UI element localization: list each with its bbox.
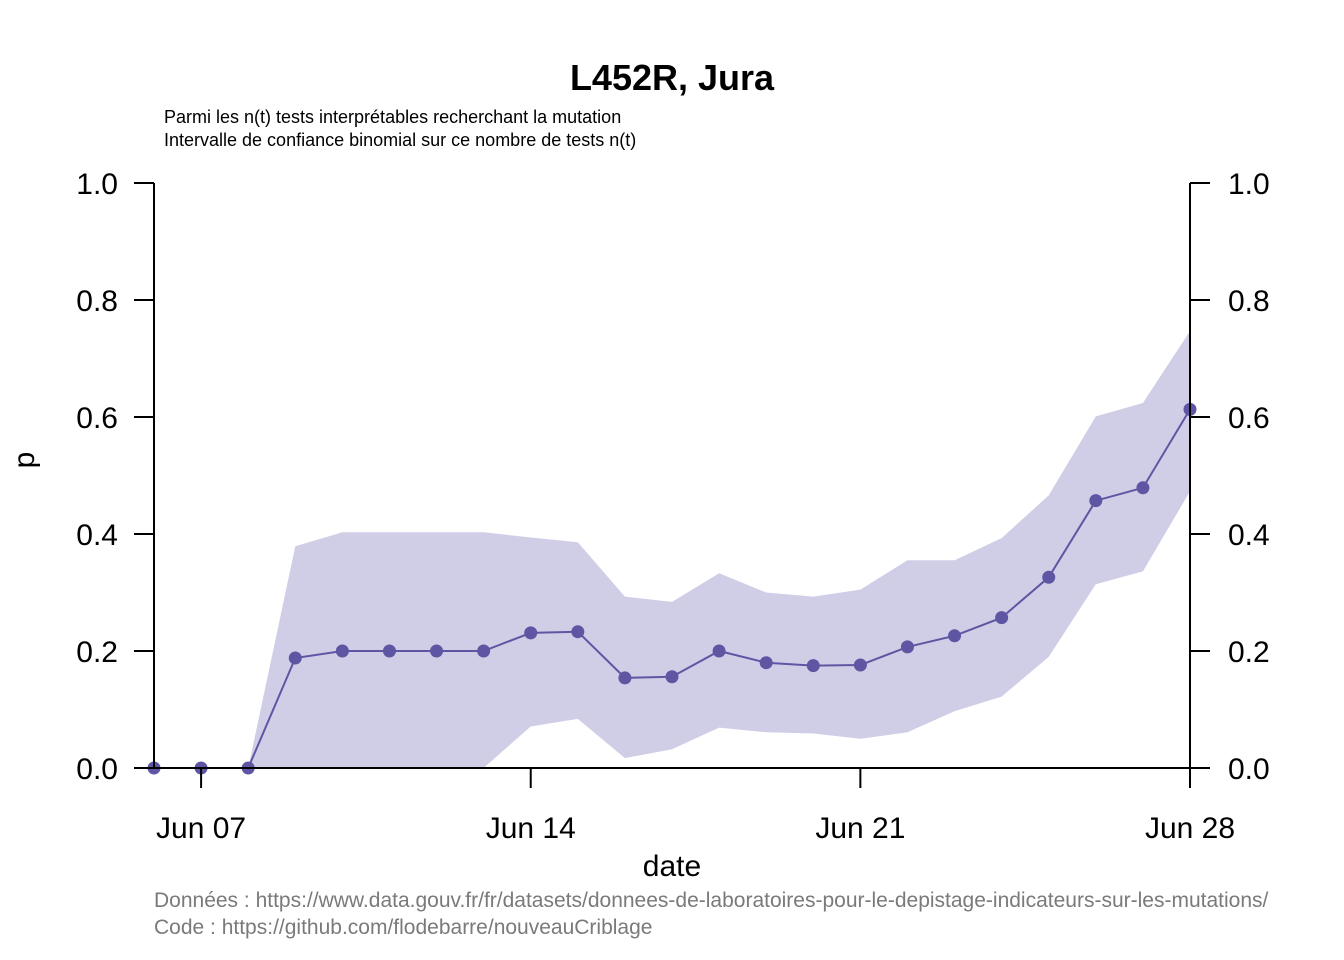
y-tick-label-left: 1.0	[76, 168, 118, 201]
x-axis-label: date	[643, 850, 701, 883]
chart-subtitle-line-2: Intervalle de confiance binomial sur ce …	[164, 130, 636, 150]
data-point	[665, 670, 679, 684]
y-axis-right-ticks: 0.0 0.2 0.4 0.6 0.8 1.0	[1190, 168, 1270, 786]
y-tick-label-right: 0.6	[1228, 402, 1270, 435]
code-source-caption: Code : https://github.com/flodebarre/nou…	[154, 916, 652, 939]
data-point	[806, 659, 820, 673]
y-tick-label-right: 0.8	[1228, 285, 1270, 318]
axes: 0.0 0.2 0.4 0.6 0.8 1.0 0.0 0.2 0.4 0.6 0.8 1.0 Ju…	[76, 168, 1269, 845]
x-tick-label: Jun 28	[1145, 812, 1235, 845]
data-point	[382, 644, 396, 658]
data-point	[995, 611, 1009, 625]
y-tick-label-right: 1.0	[1228, 168, 1270, 201]
x-tick-label: Jun 07	[156, 812, 246, 845]
y-axis-left-ticks: 0.0 0.2 0.4 0.6 0.8 1.0	[76, 168, 154, 786]
data-point	[571, 625, 585, 639]
data-point	[1042, 570, 1056, 584]
data-point	[853, 658, 867, 672]
y-tick-label-left: 0.6	[76, 402, 118, 435]
data-point	[335, 644, 349, 658]
data-point	[430, 644, 444, 658]
data-point	[477, 644, 491, 658]
data-point	[288, 651, 302, 665]
chart-subtitle-line-1: Parmi les n(t) tests interprétables rech…	[164, 107, 621, 127]
plot-area	[147, 331, 1197, 775]
data-source-caption: Données : https://www.data.gouv.fr/fr/da…	[154, 889, 1268, 912]
x-tick-label: Jun 14	[486, 812, 576, 845]
y-tick-label-right: 0.4	[1228, 519, 1270, 552]
data-point	[948, 629, 962, 643]
x-tick-label: Jun 21	[815, 812, 905, 845]
data-point	[1089, 494, 1103, 508]
x-axis-ticks: Jun 07 Jun 14 Jun 21 Jun 28	[156, 768, 1235, 845]
data-point	[759, 656, 773, 670]
data-point	[524, 626, 538, 640]
y-axis-label: p	[8, 452, 41, 469]
data-point	[1136, 481, 1150, 495]
confidence-band	[154, 331, 1190, 768]
chart-title: L452R, Jura	[570, 57, 775, 98]
y-tick-label-left: 0.8	[76, 285, 118, 318]
y-tick-label-right: 0.0	[1228, 753, 1270, 786]
data-point	[618, 671, 632, 685]
y-tick-label-left: 0.4	[76, 519, 118, 552]
data-point	[900, 640, 914, 654]
y-tick-label-left: 0.0	[76, 753, 118, 786]
y-tick-label-left: 0.2	[76, 636, 118, 669]
data-point	[712, 644, 726, 658]
y-tick-label-right: 0.2	[1228, 636, 1270, 669]
